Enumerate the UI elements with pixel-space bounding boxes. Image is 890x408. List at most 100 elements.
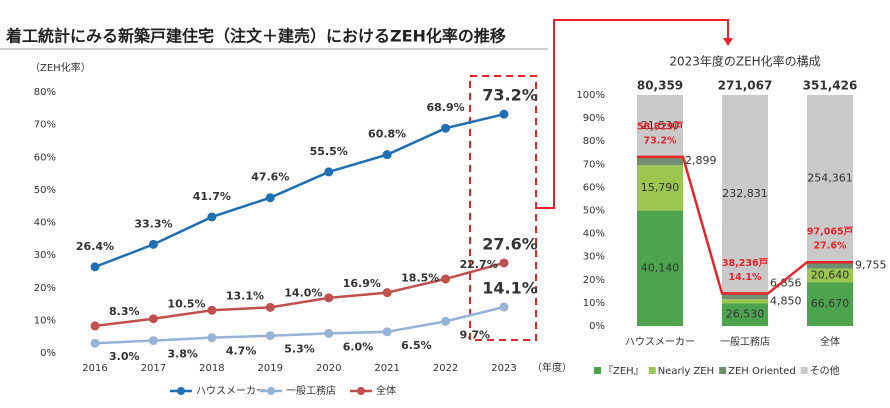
x-tick-label: 2016 [82,363,107,374]
data-label: 3.8% [167,348,198,361]
data-label: 6.0% [343,340,374,353]
legend-marker [357,387,365,395]
connector-arrow [723,38,733,46]
series-line [94,305,505,345]
legend-label: Nearly ZEH [658,366,714,377]
data-label: 26.4% [76,240,114,253]
highlight-rate: 14.1% [729,272,762,283]
y-tick-label: 50% [583,206,605,217]
legend-swatch [800,367,808,374]
data-label: 14.0% [284,286,322,299]
data-label: 8.3% [109,305,140,318]
data-point [90,262,100,272]
data-point [265,193,275,203]
data-point [324,167,334,177]
legend-label: 全体 [376,384,396,397]
data-point [148,239,158,249]
legend-label: 『ZEH』 [603,365,644,377]
data-point [441,274,451,284]
bar-segment [807,262,853,269]
legend-label: その他 [810,364,840,377]
y-tick-label: 40% [34,218,56,229]
bar-segment [722,299,768,304]
x-tick-label: ハウスメーカー [625,336,695,348]
data-label: 22.7% [460,258,498,271]
y-tick-label: 60% [34,152,56,163]
y-tick-label: 40% [583,229,605,240]
y-tick-label: 70% [583,159,605,170]
data-point [499,109,509,119]
bar-segment [722,303,768,326]
x-tick-label: 2023 [491,363,516,374]
data-label: 3.0% [109,350,140,363]
data-label: 232,831 [722,187,768,200]
y-tick-label: 20% [34,283,56,294]
legend-label: ハウスメーカー [196,385,266,397]
data-label: 66,670 [811,297,850,310]
legend-swatch [648,367,656,374]
data-point [207,333,217,343]
series-line [94,112,505,269]
data-label: 73.2% [482,86,538,105]
data-label: 15,790 [641,181,680,194]
data-point [382,327,392,337]
data-point [207,212,217,222]
data-point [382,150,392,160]
data-label: 20,640 [811,268,850,281]
data-label: 10.5% [167,298,205,311]
legend-label: 一般工務店 [286,384,336,397]
legend-swatch [719,367,727,374]
legend-marker [177,387,185,395]
total-label: 80,359 [637,79,683,93]
data-label: 13.1% [226,289,264,302]
highlight-count: 58,829戸 [637,121,684,132]
data-point [90,338,100,348]
x-tick-label: 一般工務店 [720,335,770,348]
data-label: 40,140 [641,261,680,274]
legend-label: ZEH Oriented [728,366,796,377]
y-tick-label: 70% [34,120,56,131]
data-label: 18.5% [401,272,439,285]
chart-title: 着工統計にみる新築戸建住宅（注文＋建売）におけるZEH化率の推移 [5,27,506,46]
data-label: 16.9% [343,277,381,290]
y-tick-label: 0% [40,348,56,359]
data-point [382,288,392,298]
data-point [90,321,100,331]
data-label: 47.6% [251,171,289,184]
bar-segment [637,156,683,166]
data-label: 41.7% [193,190,231,203]
y-tick-label: 20% [583,275,605,286]
y-tick-label: 80% [583,136,605,147]
bar-segment [722,293,768,300]
highlight-count: 97,065戸 [807,227,854,238]
data-label: 9,755 [855,258,887,271]
data-label: 5.3% [284,343,315,356]
total-label: 271,067 [718,79,773,93]
x-tick-label: 2021 [374,363,399,374]
data-label: 9.7% [460,328,491,341]
bar-segment [807,282,853,326]
data-point [265,331,275,341]
data-label: 6.5% [401,339,432,352]
data-point [207,305,217,315]
y-tick-label: 10% [583,298,605,309]
data-point [265,302,275,312]
y-tick-label: 10% [34,315,56,326]
y-tick-label: 30% [34,250,56,261]
data-point [499,302,509,312]
y-tick-label: 30% [583,252,605,263]
highlight-line [637,155,853,295]
data-point [148,336,158,346]
data-point [324,293,334,303]
bar-segment [722,95,768,294]
highlight-rate: 73.2% [644,135,677,146]
y-tick-label: 90% [583,113,605,124]
x-tick-label: 2018 [199,363,224,374]
x-axis-label: （年度） [532,361,572,374]
x-tick-label: 2022 [433,363,458,374]
legend-swatch [594,367,601,374]
highlight-count: 38,236戸 [722,258,769,269]
bar-segment [637,165,683,211]
x-tick-label: 2017 [141,363,166,374]
